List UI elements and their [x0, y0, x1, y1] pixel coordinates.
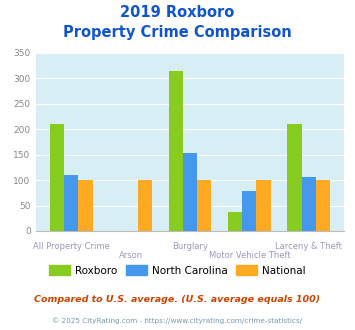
Bar	[316, 180, 330, 231]
Bar	[138, 180, 152, 231]
Bar	[50, 124, 64, 231]
Bar	[64, 175, 78, 231]
Bar	[78, 180, 93, 231]
Bar	[197, 180, 211, 231]
Text: Arson: Arson	[119, 251, 143, 260]
Legend: Roxboro, North Carolina, National: Roxboro, North Carolina, National	[45, 261, 310, 280]
Bar	[256, 180, 271, 231]
Bar	[183, 153, 197, 231]
Text: Burglary: Burglary	[172, 242, 208, 251]
Text: Property Crime Comparison: Property Crime Comparison	[63, 25, 292, 40]
Bar	[228, 212, 242, 231]
Text: 2019 Roxboro: 2019 Roxboro	[120, 5, 235, 20]
Bar	[242, 191, 256, 231]
Bar	[287, 124, 302, 231]
Text: All Property Crime: All Property Crime	[33, 242, 109, 251]
Bar	[169, 71, 183, 231]
Text: Motor Vehicle Theft: Motor Vehicle Theft	[208, 251, 290, 260]
Text: Compared to U.S. average. (U.S. average equals 100): Compared to U.S. average. (U.S. average …	[34, 295, 321, 304]
Text: Larceny & Theft: Larceny & Theft	[275, 242, 342, 251]
Text: © 2025 CityRating.com - https://www.cityrating.com/crime-statistics/: © 2025 CityRating.com - https://www.city…	[53, 317, 302, 324]
Bar	[302, 177, 316, 231]
